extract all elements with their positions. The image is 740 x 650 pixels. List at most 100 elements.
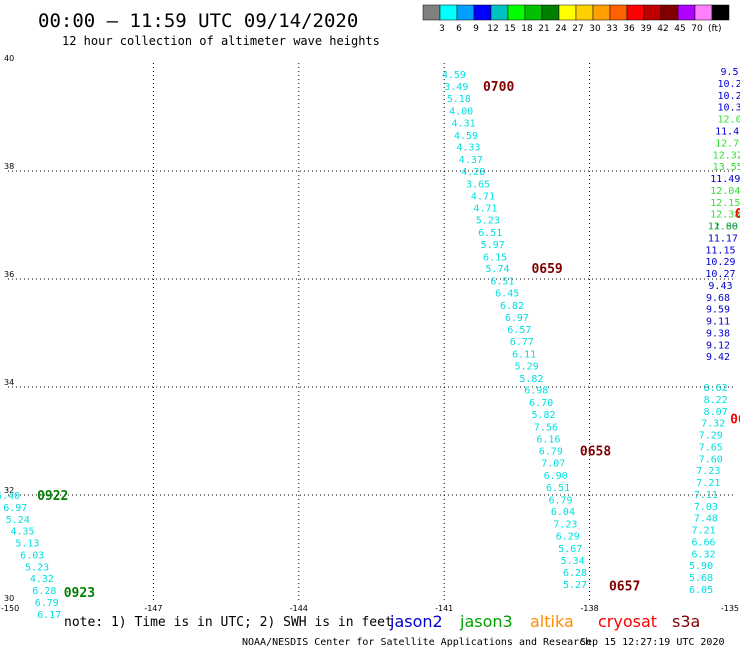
wave-height-point: 3.49 xyxy=(444,82,468,93)
wave-height-point: 9.59 xyxy=(706,305,730,316)
wave-height-point: 9.43 xyxy=(708,281,732,292)
y-tick-label: 34 xyxy=(4,378,14,387)
wave-height-point: 5.23 xyxy=(476,216,500,227)
wave-height-point: 12.38 xyxy=(710,210,740,221)
pass-time-label: 061 xyxy=(730,412,740,427)
wave-height-point: 5.82 xyxy=(519,374,543,385)
colorbar-swatch xyxy=(694,4,713,21)
x-axis-ticks: -150 -147 -144 -141 -138 -135 xyxy=(1,604,739,613)
wave-height-point: 5.23 xyxy=(25,562,49,573)
colorbar-swatch xyxy=(711,4,730,21)
wave-height-point: 4.32 xyxy=(30,574,54,585)
wave-height-point: 5.24 xyxy=(6,515,30,526)
wave-height-point: 7.21 xyxy=(691,526,715,537)
wave-height-point: 6.05 xyxy=(689,585,713,596)
colorbar-swatch xyxy=(677,4,696,21)
wave-height-point: 6.17 xyxy=(37,610,61,621)
pass-time-label: 0922 xyxy=(37,489,68,504)
wave-height-point: 7.21 xyxy=(696,478,720,489)
wave-height-point: 6.77 xyxy=(510,337,534,348)
wave-height-point: 7.23 xyxy=(696,466,720,477)
wave-height-point: 6.70 xyxy=(529,398,553,409)
wave-height-point: 10.21 xyxy=(718,79,740,90)
wave-height-point: 6.51 xyxy=(490,277,514,288)
y-tick-label: 40 xyxy=(4,54,14,63)
wave-height-point: 9.51 xyxy=(721,67,740,78)
wave-height-point: 11.49 xyxy=(710,174,740,185)
wave-height-point: 3.65 xyxy=(466,179,490,190)
wave-height-point: 5.34 xyxy=(561,556,585,567)
wave-height-point: 6.15 xyxy=(483,252,507,263)
wave-height-point: 5.67 xyxy=(558,544,582,555)
chart-title: 00:00 – 11:59 UTC 09/14/2020 xyxy=(38,10,358,32)
wave-height-point: 5.82 xyxy=(532,410,556,421)
colorbar-label: 36 xyxy=(623,24,635,34)
wave-height-point: 4.71 xyxy=(471,191,495,202)
wave-height-point: 4.28 xyxy=(461,167,485,178)
wave-height-point: 6.45 xyxy=(495,289,519,300)
pass-time-label: 0658 xyxy=(580,445,611,460)
wave-height-point: 4.71 xyxy=(473,204,497,215)
wave-height-point: 6.29 xyxy=(556,532,580,543)
wave-height-point: 6.51 xyxy=(478,228,502,239)
wave-height-point: 10.25 xyxy=(718,91,740,102)
wave-height-point: 5.74 xyxy=(485,264,509,275)
colorbar-label: 70 xyxy=(691,24,703,34)
wave-height-point: 6.04 xyxy=(551,507,575,518)
colorbar-swatch xyxy=(524,4,543,21)
wave-height-point: 4.37 xyxy=(459,155,483,166)
x-tick-label: -150 xyxy=(1,604,19,613)
wave-height-point: 6.79 xyxy=(548,495,572,506)
x-tick-label: -135 xyxy=(721,604,739,613)
legend-jason2: jason2 xyxy=(389,612,443,631)
colorbar-swatch xyxy=(660,4,679,21)
wave-height-point: 12.04 xyxy=(710,186,740,197)
wave-height-point: 9.38 xyxy=(706,328,730,339)
wave-height-point: 4.35 xyxy=(10,527,34,538)
wave-height-point: 5.40 xyxy=(0,491,20,502)
wave-height-point: 7.29 xyxy=(699,431,723,442)
wave-height-point: 6.90 xyxy=(544,471,568,482)
legend-altika: altika xyxy=(530,612,574,631)
color-scale-bar: 3 6 9 12 15 18 21 24 27 30 33 36 39 42 45 70 xyxy=(422,4,730,34)
wave-height-point: 12.15 xyxy=(710,198,740,209)
y-tick-label: 30 xyxy=(4,594,14,603)
satellite-legend: jason2 jason3 altika cryosat s3a xyxy=(389,612,700,631)
wave-height-point: 7.32 xyxy=(701,419,725,430)
colorbar-label: 33 xyxy=(606,24,617,34)
wave-height-point: 12.79 xyxy=(715,138,740,149)
wave-height-point: 9.11 xyxy=(706,317,730,328)
colorbar-label: 12 xyxy=(487,24,498,34)
wave-height-point: 12.03 xyxy=(718,115,740,126)
x-tick-label: -138 xyxy=(581,604,599,613)
wave-height-point: 6.82 xyxy=(500,301,524,312)
wave-height-point: 7.65 xyxy=(699,442,723,453)
y-tick-label: 36 xyxy=(4,270,14,279)
wave-height-point: 4.59 xyxy=(442,70,466,81)
colorbar-label: 15 xyxy=(504,24,515,34)
colorbar-label: 42 xyxy=(657,24,668,34)
wave-height-point: 7.23 xyxy=(553,520,577,531)
colorbar-swatch xyxy=(490,4,509,21)
wave-height-point: 11.15 xyxy=(705,245,735,256)
wave-height-point: 5.90 xyxy=(689,561,713,572)
y-tick-label: 38 xyxy=(4,162,14,171)
wave-height-point: 10.27 xyxy=(705,269,735,280)
wave-height-point: 6.11 xyxy=(512,350,536,361)
colorbar-label: 45 xyxy=(674,24,685,34)
y-axis-ticks: 30 32 34 36 38 40 xyxy=(4,54,14,603)
legend-cryosat: cryosat xyxy=(598,612,657,631)
colorbar-swatch xyxy=(626,4,645,21)
colorbar-swatch xyxy=(541,4,560,21)
colorbar-label: 27 xyxy=(572,24,583,34)
wave-height-point: 6.98 xyxy=(524,386,548,397)
colorbar-label: 21 xyxy=(538,24,549,34)
wave-height-point: 8.62 xyxy=(704,383,728,394)
x-tick-label: -141 xyxy=(435,604,453,613)
colorbar-label: 18 xyxy=(521,24,533,34)
wave-height-point: 7.03 xyxy=(694,502,718,513)
wave-height-point: 4.33 xyxy=(456,143,480,154)
colorbar-swatch xyxy=(439,4,458,21)
colorbar-swatch xyxy=(609,4,628,21)
